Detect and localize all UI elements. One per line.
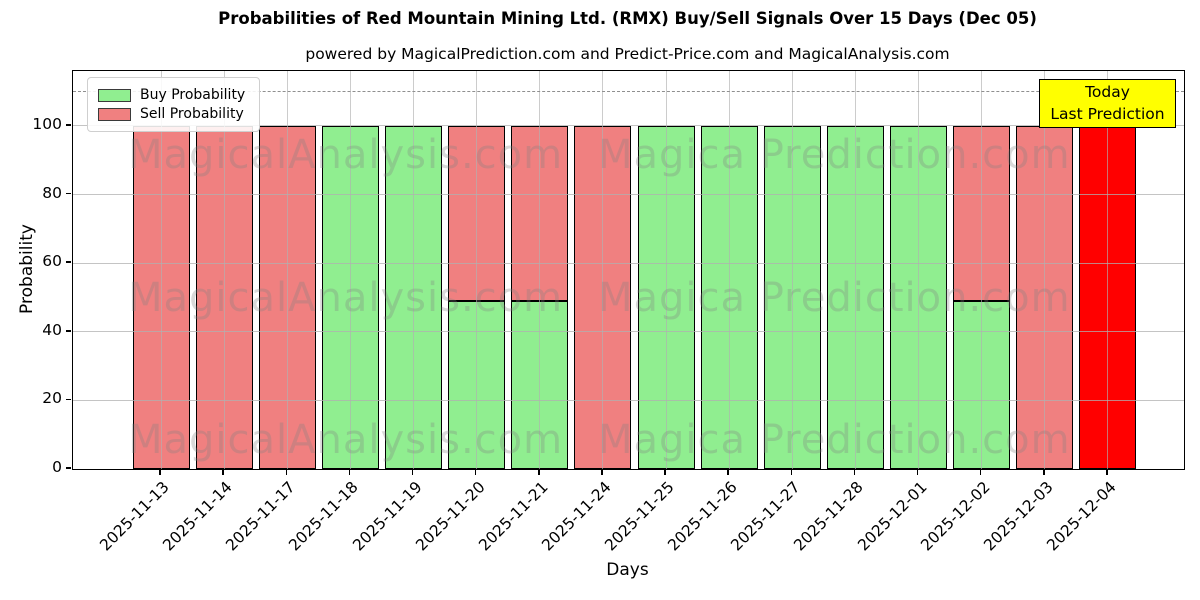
grid-line-v [854,71,856,469]
x-tick-mark [916,470,919,475]
x-tick-mark [538,470,540,475]
today-annotation-line2: Last Prediction [1050,104,1165,123]
grid-line-v [160,71,162,469]
grid-line-v [413,71,415,469]
legend-label-sell: Sell Probability [140,106,244,122]
y-tick-label: 40 [42,320,62,339]
legend-item-sell: Sell Probability [98,106,245,122]
grid-line-v [286,71,288,469]
grid-line-h [73,194,1184,196]
grid-line-v [665,71,667,469]
grid-line-h [73,262,1184,264]
grid-line-v [728,71,730,469]
y-tick-label: 20 [42,389,62,408]
today-annotation-line1: Today [1085,82,1130,101]
y-tick-mark [66,398,71,401]
grid-line-h [73,125,1184,127]
x-tick-mark [348,470,351,475]
watermark-text: MagicalAnalysis.com [128,132,564,178]
grid-line-v [539,71,541,469]
x-axis-label: Days [606,560,649,580]
dashed-guide-line [73,91,1184,92]
grid-line-v [1107,71,1109,469]
x-tick-mark [1043,470,1045,475]
y-tick-mark [66,330,71,332]
x-tick-mark [474,470,477,475]
watermark-text: Magica Prediction.com [598,132,1071,178]
y-tick-mark [66,261,71,263]
y-tick-label: 0 [52,458,62,476]
y-tick-mark [66,192,71,195]
sell-probability-swatch [98,107,131,121]
x-tick-mark [853,470,856,475]
today-annotation: Today Last Prediction [1039,79,1176,128]
x-tick-mark [664,470,666,475]
y-tick-label: 80 [42,183,62,202]
grid-line-v [918,71,920,469]
x-tick-mark [285,470,287,475]
x-tick-mark [159,470,161,475]
legend: Buy Probability Sell Probability [87,77,261,132]
watermark-text: Magica Prediction.com [598,417,1071,463]
y-tick-label: 60 [42,252,62,271]
grid-line-v [791,71,793,469]
grid-line-v [602,71,604,469]
x-tick-mark [601,470,603,475]
x-tick-mark [790,470,793,475]
chart-subtitle: powered by MagicalPrediction.com and Pre… [305,45,950,63]
x-tick-mark [727,470,729,475]
y-tick-mark [66,467,71,469]
plot-area: MagicalAnalysis.com Magica Prediction.com… [72,70,1185,470]
watermark-text: MagicalAnalysis.com [128,275,564,321]
x-tick-mark [1106,470,1108,475]
legend-label-buy: Buy Probability [140,87,246,103]
grid-line-v [476,71,478,469]
buy-probability-swatch [98,88,131,102]
x-tick-mark [411,470,414,475]
y-tick-mark [66,124,71,126]
chart-title: Probabilities of Red Mountain Mining Ltd… [218,9,1037,28]
legend-item-buy: Buy Probability [98,87,245,103]
watermark-text: Magica Prediction.com [598,275,1071,321]
grid-line-v [981,71,983,469]
grid-line-v [1044,71,1046,469]
watermark-text: MagicalAnalysis.com [128,417,564,463]
x-tick-mark [979,470,982,475]
x-tick-label: 2025-11-13 [96,478,173,555]
grid-line-v [349,71,351,469]
grid-line-h [73,331,1184,333]
x-tick-mark [222,470,224,475]
grid-line-v [223,71,225,469]
grid-line-h [73,399,1184,401]
y-tick-label: 100 [32,114,62,133]
